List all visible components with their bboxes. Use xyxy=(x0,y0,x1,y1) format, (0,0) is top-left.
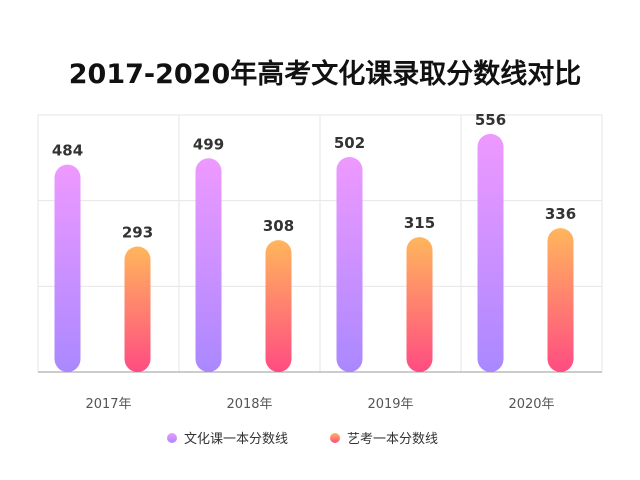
bar-series-1-2 xyxy=(195,158,222,372)
bar-series-1-3 xyxy=(336,156,363,372)
data-label-series-2-4: 336 xyxy=(545,205,576,223)
data-label-series-2-2: 308 xyxy=(263,217,294,235)
legend: 文化课一本分数线 艺考一本分数线 xyxy=(167,432,438,447)
x-tick-label: 2019年 xyxy=(367,397,413,412)
value-labels: 484 293 499 308 502 315 556 336 xyxy=(52,111,576,242)
legend-marker-2 xyxy=(330,433,340,443)
chart-title: 2017-2020年高考文化课录取分数线对比 xyxy=(69,58,582,90)
data-label-series-1-2: 499 xyxy=(193,135,224,153)
data-label-series-2-3: 315 xyxy=(404,214,435,232)
bar-series-2-3 xyxy=(406,237,433,372)
data-label-series-2-1: 293 xyxy=(122,223,153,241)
bar-series-2-4 xyxy=(547,228,574,372)
legend-label-2: 艺考一本分数线 xyxy=(347,432,438,447)
data-label-series-1-3: 502 xyxy=(334,134,365,152)
bar-series-2-1 xyxy=(124,246,151,372)
legend-marker-1 xyxy=(167,433,177,443)
x-axis-ticks: 2017年 2018年 2019年 2020年 xyxy=(85,397,554,412)
x-tick-label: 2017年 xyxy=(85,397,131,412)
grid xyxy=(37,114,603,373)
bar-series-2-2 xyxy=(265,240,292,372)
x-tick-label: 2018年 xyxy=(226,397,272,412)
data-label-series-1-4: 556 xyxy=(475,111,506,129)
legend-label-1: 文化课一本分数线 xyxy=(184,432,288,447)
data-label-series-1-1: 484 xyxy=(52,142,83,160)
bar-series-1-1 xyxy=(54,164,81,372)
bars xyxy=(54,133,574,372)
x-tick-label: 2020年 xyxy=(508,397,554,412)
bar-series-1-4 xyxy=(477,133,504,372)
